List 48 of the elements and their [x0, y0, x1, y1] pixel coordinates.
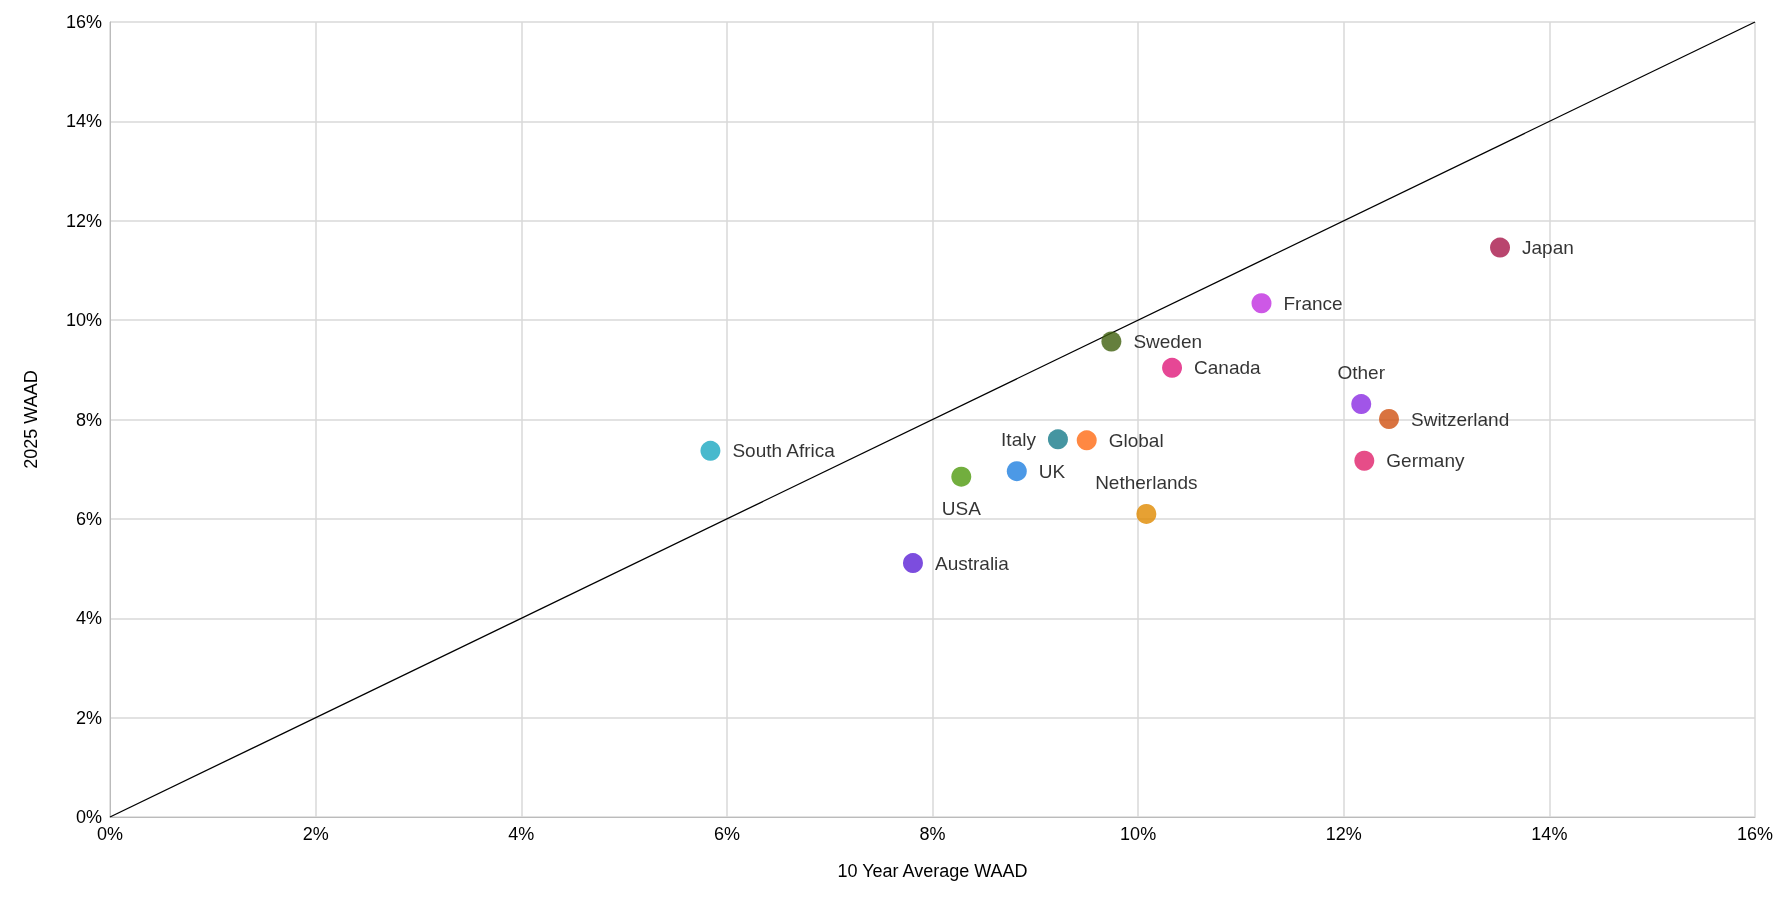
series-label: USA: [941, 497, 982, 519]
series-label: Germany: [1386, 450, 1465, 472]
series-label: France: [1283, 292, 1343, 314]
y-axis-title: 2025 WAAD: [21, 370, 41, 469]
y-tick-label: 8%: [75, 409, 102, 430]
y-tick-label: 10%: [65, 310, 102, 331]
series-label: South Africa: [732, 440, 836, 462]
x-tick-label: 4%: [508, 824, 535, 844]
x-tick-label: 8%: [919, 824, 946, 844]
y-tick-label: 16%: [65, 12, 102, 32]
point: [1076, 430, 1097, 451]
series-label: Global: [1108, 429, 1164, 451]
x-tick-label: 2%: [302, 824, 329, 844]
y-tick-label: 4%: [75, 608, 102, 629]
series-label: UK: [1038, 460, 1066, 482]
series-label: Other: [1337, 362, 1386, 384]
series-label: Sweden: [1133, 330, 1203, 352]
point: [1047, 429, 1068, 450]
x-tick-label: 16%: [1736, 824, 1774, 844]
x-tick-label: 12%: [1325, 824, 1362, 844]
series-label: Canada: [1194, 357, 1262, 379]
point: [1101, 331, 1122, 352]
point: [1006, 461, 1027, 482]
x-tick-label: 10%: [1120, 824, 1157, 844]
point: [1379, 409, 1399, 429]
point: [951, 466, 972, 487]
y-tick-label: 0%: [75, 807, 102, 827]
point: [1354, 450, 1375, 471]
y-tick-label: 12%: [65, 210, 102, 231]
x-axis-title: 10 Year Average WAAD: [837, 861, 1028, 881]
y-tick-label: 14%: [65, 111, 102, 132]
point: [1162, 357, 1183, 378]
y-tick-label: 2%: [75, 707, 102, 728]
x-tick-label: 0%: [96, 824, 124, 844]
series-label: Italy: [1001, 428, 1037, 450]
series-label: Switzerland: [1410, 408, 1510, 430]
series-label: Netherlands: [1095, 471, 1198, 493]
point: [1251, 293, 1272, 314]
point: [1136, 503, 1157, 524]
x-tick-label: 6%: [713, 824, 740, 844]
point: [700, 440, 721, 461]
y-tick-label: 6%: [75, 508, 102, 529]
point: [1490, 237, 1511, 258]
series-label: Australia: [934, 552, 1010, 574]
point: [902, 553, 923, 574]
x-tick-label: 14%: [1531, 824, 1568, 844]
point: [1351, 394, 1372, 415]
series-label: Japan: [1522, 237, 1574, 259]
